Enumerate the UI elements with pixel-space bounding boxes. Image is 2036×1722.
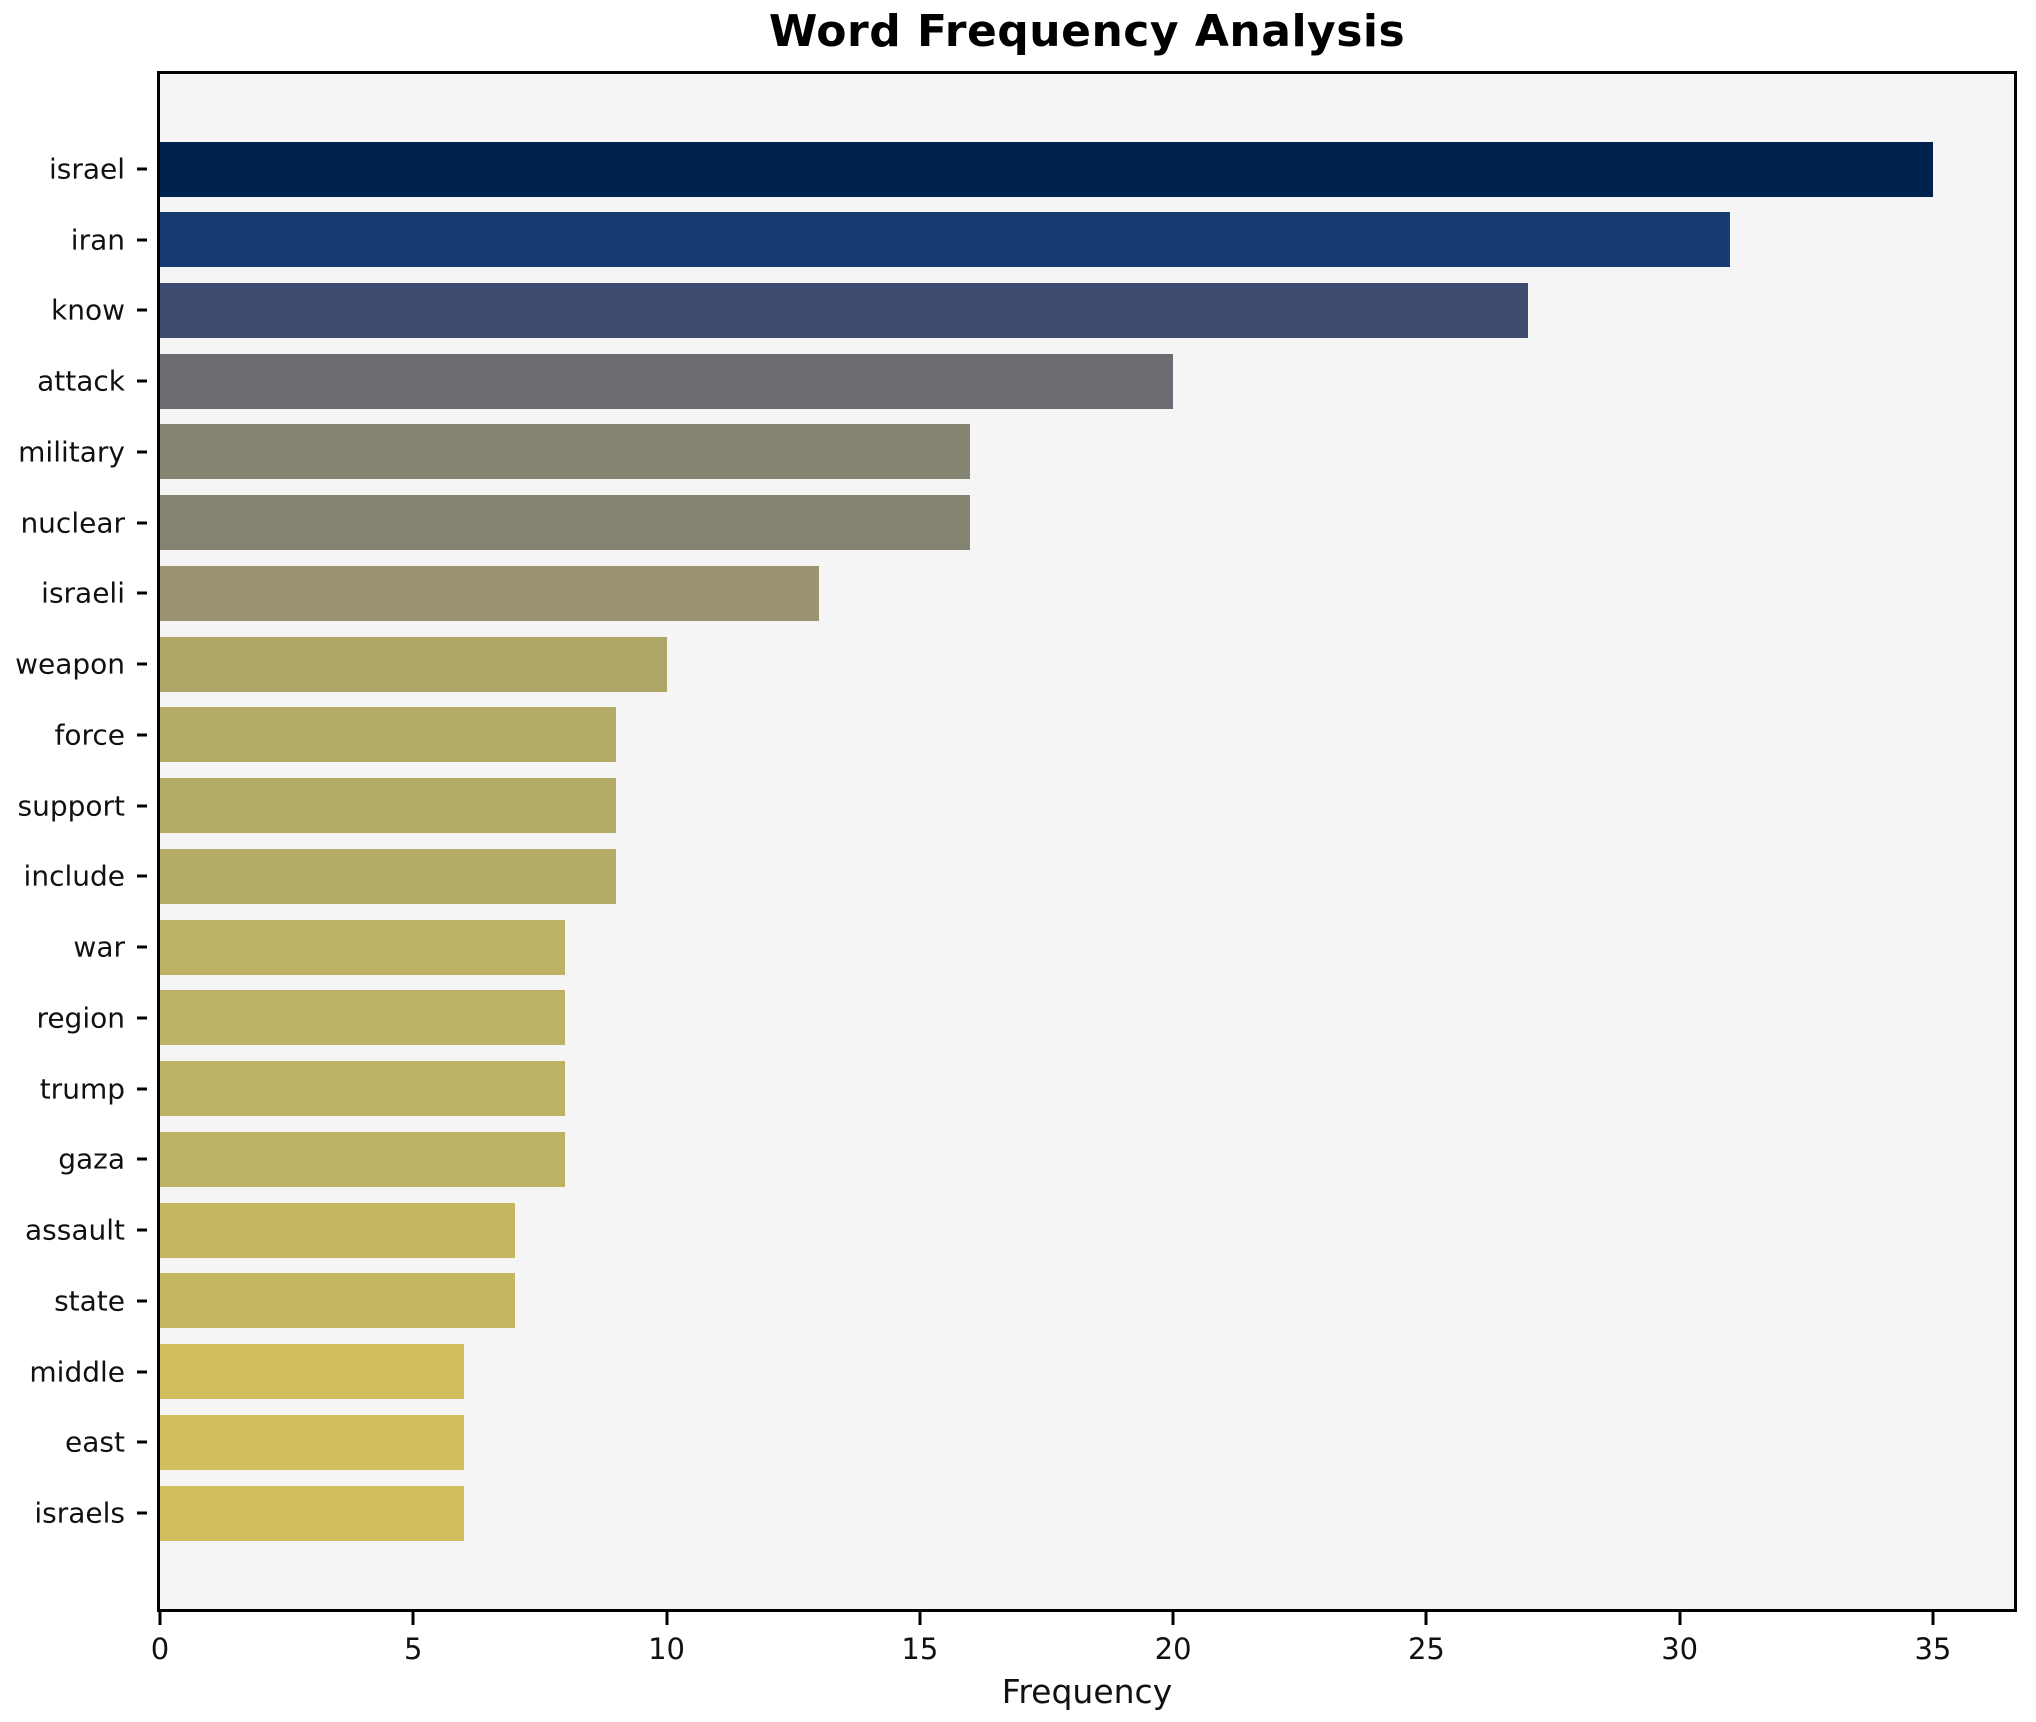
bar-nuclear xyxy=(160,495,971,551)
y-tick-label: region xyxy=(36,1001,125,1035)
x-tick-label: 20 xyxy=(1154,1632,1192,1666)
y-tick-label: assault xyxy=(25,1213,125,1247)
x-tick-label: 10 xyxy=(648,1632,685,1666)
bar-war xyxy=(160,919,566,975)
bar-east xyxy=(160,1414,464,1470)
x-tick-label: 35 xyxy=(1914,1632,1952,1666)
x-axis: 0 5 10 15 20 25 30 35 xyxy=(151,1612,2014,1722)
y-tick-label: israeli xyxy=(41,576,125,610)
y-tick-mark xyxy=(137,1016,147,1020)
x-axis-title: Frequency xyxy=(1001,1672,1173,1711)
x-tick-mark xyxy=(1931,1612,1935,1625)
bar-know xyxy=(160,282,1528,338)
y-tick-mark xyxy=(137,1228,147,1232)
x-tick-mark xyxy=(158,1612,162,1625)
x-tick-mark xyxy=(918,1612,922,1625)
bar-attack xyxy=(160,353,1174,409)
x-tick-mark xyxy=(665,1612,669,1625)
y-tick-mark xyxy=(137,308,147,312)
y-tick-mark xyxy=(137,521,147,525)
y-tick-mark xyxy=(137,591,147,595)
x-tick-mark xyxy=(1424,1612,1428,1625)
y-tick-mark xyxy=(137,874,147,878)
chart-title: Word Frequency Analysis xyxy=(768,6,1406,57)
x-tick-label: 30 xyxy=(1661,1632,1699,1666)
y-tick-mark xyxy=(137,804,147,808)
y-tick-label: gaza xyxy=(58,1142,125,1176)
y-tick-mark xyxy=(137,450,147,454)
y-tick-mark xyxy=(137,733,147,737)
x-tick-label: 5 xyxy=(404,1632,423,1666)
y-tick-label: east xyxy=(65,1425,125,1459)
bar-force xyxy=(160,707,616,763)
y-tick-label: israel xyxy=(48,152,125,186)
bar-middle xyxy=(160,1344,464,1400)
bar-support xyxy=(160,778,616,834)
y-tick-label: state xyxy=(54,1284,125,1318)
y-tick-mark xyxy=(137,1440,147,1444)
y-tick-label: weapon xyxy=(15,647,125,681)
bar-israel xyxy=(160,141,1933,197)
bar-gaza xyxy=(160,1131,566,1187)
y-tick-mark xyxy=(137,1370,147,1374)
bar-assault xyxy=(160,1202,515,1258)
bar-trump xyxy=(160,1061,566,1117)
y-tick-mark xyxy=(137,945,147,949)
bar-israeli xyxy=(160,565,819,621)
x-tick-mark xyxy=(411,1612,415,1625)
y-tick-label: nuclear xyxy=(20,506,125,540)
y-tick-label: attack xyxy=(37,364,125,398)
bar-military xyxy=(160,424,971,480)
y-tick-mark xyxy=(137,1511,147,1515)
x-tick-mark xyxy=(1678,1612,1682,1625)
y-tick-label: israels xyxy=(34,1496,125,1530)
plot-area xyxy=(157,71,2017,1612)
bar-weapon xyxy=(160,636,667,692)
bars-container xyxy=(160,74,2014,1609)
y-tick-mark xyxy=(137,379,147,383)
x-tick-label: 0 xyxy=(150,1632,170,1666)
y-tick-label: military xyxy=(18,435,125,469)
y-tick-mark xyxy=(137,662,147,666)
bar-include xyxy=(160,848,616,904)
y-tick-mark xyxy=(137,1087,147,1091)
y-tick-label: include xyxy=(23,859,125,893)
x-tick-label: 25 xyxy=(1407,1632,1445,1666)
y-tick-label: middle xyxy=(29,1355,125,1389)
bar-region xyxy=(160,990,566,1046)
y-tick-label: know xyxy=(51,293,125,327)
bar-iran xyxy=(160,212,1731,268)
y-tick-label: war xyxy=(73,930,125,964)
y-tick-label: trump xyxy=(39,1072,125,1106)
y-axis: israel iran know attack military nuclear israe… xyxy=(0,74,147,1609)
y-tick-mark xyxy=(137,238,147,242)
bar-state xyxy=(160,1273,515,1329)
y-tick-mark xyxy=(137,1299,147,1303)
bar-israels xyxy=(160,1485,464,1541)
y-tick-mark xyxy=(137,167,147,171)
x-tick-mark xyxy=(1171,1612,1175,1625)
y-tick-mark xyxy=(137,1157,147,1161)
y-tick-label: support xyxy=(17,789,125,823)
y-tick-label: iran xyxy=(70,223,125,257)
y-tick-label: force xyxy=(54,718,125,752)
x-tick-label: 15 xyxy=(901,1632,939,1666)
